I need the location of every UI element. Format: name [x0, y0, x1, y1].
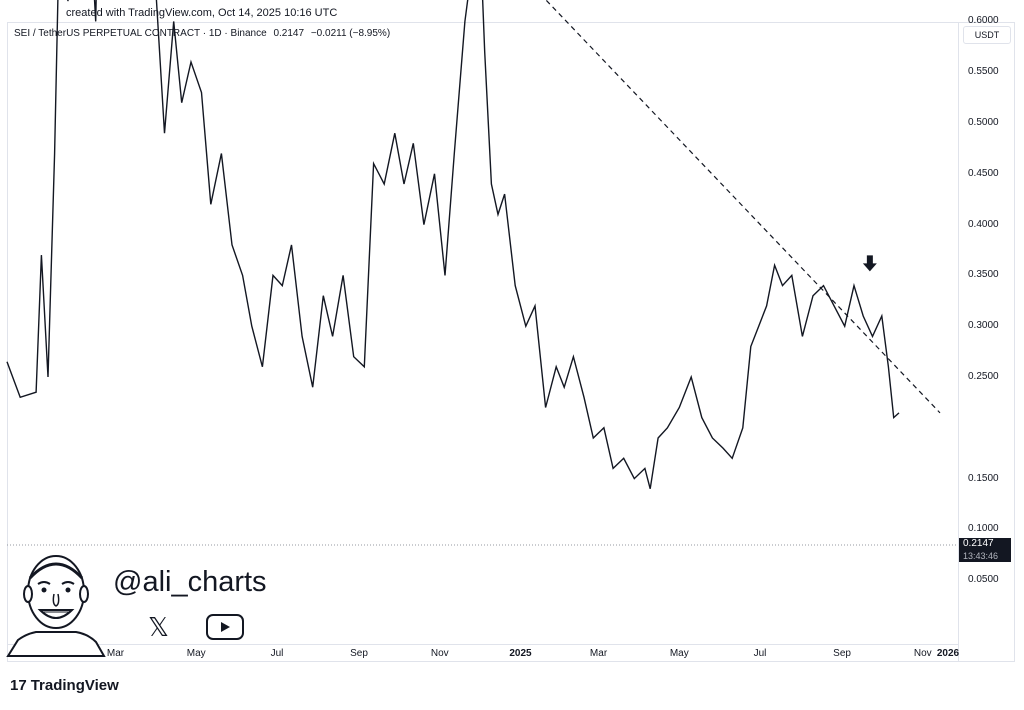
time-axis-separator	[7, 644, 958, 645]
time-tick-label: Mar	[589, 648, 608, 659]
avatar-illustration	[6, 555, 106, 657]
time-tick-label: 2026	[936, 648, 960, 659]
time-tick-label: May	[669, 648, 689, 659]
price-tag: 0.2147 13:43:46	[959, 538, 1011, 562]
candle-countdown: 13:43:46	[963, 551, 999, 561]
price-axis-separator	[958, 22, 959, 662]
time-tick-label: Jul	[753, 648, 767, 659]
time-tick-label: Nov	[430, 648, 449, 659]
author-handle: @ali_charts	[113, 566, 267, 598]
price-tick-label: 0.5500	[968, 66, 999, 78]
price-change: −0.0211 (−8.95%)	[310, 28, 391, 39]
x-logo-icon[interactable]: 𝕏	[148, 612, 169, 642]
symbol-name: SEI / TetherUS PERPETUAL CONTRACT · 1D ·…	[14, 28, 267, 39]
tradingview-logo[interactable]: 17 TradingView	[10, 677, 119, 694]
price-series-line	[6, 0, 900, 489]
time-tick-label: Sep	[350, 648, 368, 659]
time-tick-label: Nov	[913, 648, 932, 659]
price-tick-label: 0.3000	[968, 320, 999, 332]
symbol-header: SEI / TetherUS PERPETUAL CONTRACT · 1D ·…	[14, 28, 394, 39]
currency-unit[interactable]: USDT	[963, 26, 1011, 44]
chart-frame	[7, 22, 1015, 662]
descending-trendline	[545, 0, 941, 414]
price-tick-label: 0.1500	[968, 472, 999, 484]
price-tick-label: 0.2500	[968, 371, 999, 382]
price-tick-label: 0.3500	[968, 269, 999, 281]
price-tick-label: 0.6000	[968, 15, 999, 27]
time-tick-label: Jul	[270, 648, 284, 659]
time-tick-label: May	[186, 648, 206, 659]
price-tick-label: 0.5000	[968, 117, 999, 128]
price-tick-label: 0.4500	[968, 167, 999, 179]
time-tick-label: Sep	[833, 648, 851, 659]
tradingview-mark-icon: 17	[10, 677, 27, 694]
price-tick-label: 0.0500	[968, 574, 999, 586]
price-tick-label: 0.4000	[968, 218, 999, 230]
price-tick-label: 0.1000	[968, 523, 999, 535]
youtube-icon[interactable]	[206, 614, 244, 640]
time-tick-label: Mar	[106, 648, 125, 659]
time-tick-label: 2025	[509, 648, 532, 659]
down-arrow-icon	[862, 255, 877, 272]
peak-markers	[862, 255, 877, 272]
price-tag-value: 0.2147	[963, 538, 994, 549]
last-price: 0.2147	[273, 28, 305, 39]
chart-credit: created with TradingView.com, Oct 14, 20…	[66, 7, 338, 19]
tradingview-wordmark: TradingView	[30, 677, 119, 694]
